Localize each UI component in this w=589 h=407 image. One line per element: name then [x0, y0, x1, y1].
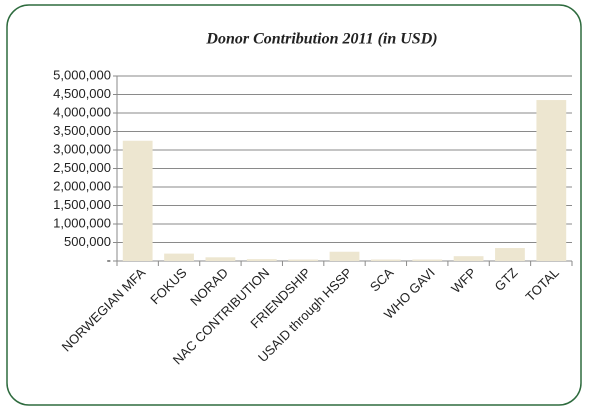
bar [412, 259, 443, 261]
bar [164, 253, 194, 261]
bar [122, 140, 153, 261]
bar [453, 256, 484, 261]
y-tick-label: 2,000,000 [53, 178, 111, 193]
bar [205, 257, 236, 261]
y-tick-label: 4,000,000 [53, 104, 111, 119]
y-tick-label: 3,500,000 [53, 123, 111, 138]
bar [495, 248, 525, 261]
bar [246, 259, 277, 261]
bar [288, 259, 319, 261]
y-tick-label: 2,500,000 [53, 160, 111, 175]
y-tick-label: 4,500,000 [53, 86, 111, 101]
y-tick-label: 1,000,000 [53, 215, 111, 230]
bar [329, 251, 360, 261]
bar [536, 100, 567, 261]
chart-title: Donor Contribution 2011 (in USD) [205, 31, 437, 48]
y-tick-label: 3,000,000 [53, 141, 111, 156]
y-tick-label: 1,500,000 [53, 197, 111, 212]
y-tick-label: - [107, 252, 111, 267]
bar [370, 259, 401, 261]
y-tick-label: 500,000 [64, 234, 111, 249]
y-tick-label: 5,000,000 [53, 67, 111, 82]
